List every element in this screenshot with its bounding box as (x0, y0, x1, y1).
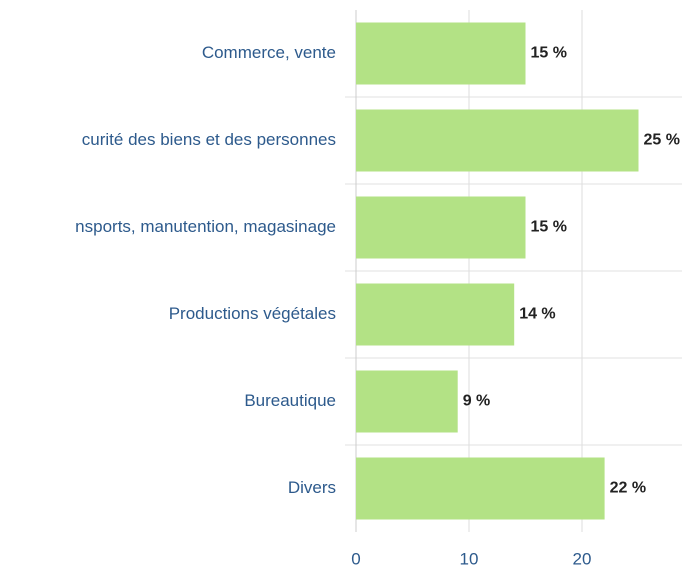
x-tick-label: 20 (573, 549, 592, 568)
bar (356, 283, 515, 346)
value-label: 25 % (644, 132, 680, 149)
bar (356, 196, 526, 259)
bar (356, 109, 639, 172)
x-tick-label: 10 (460, 549, 479, 568)
x-tick-label: 0 (351, 549, 360, 568)
value-label: 14 % (519, 306, 555, 323)
y-tick-label: Productions végétales (169, 304, 336, 323)
bar (356, 370, 458, 433)
y-tick-label: nsports, manutention, magasinage (75, 217, 336, 236)
y-tick-label: Bureautique (244, 391, 336, 410)
value-label: 15 % (531, 219, 567, 236)
y-tick-label: Commerce, vente (202, 43, 336, 62)
y-tick-label: curité des biens et des personnes (82, 130, 336, 149)
value-label: 9 % (463, 393, 491, 410)
value-label: 15 % (531, 45, 567, 62)
bar (356, 457, 605, 520)
bar (356, 22, 526, 85)
y-tick-label: Divers (288, 478, 336, 497)
value-label: 22 % (610, 480, 646, 497)
